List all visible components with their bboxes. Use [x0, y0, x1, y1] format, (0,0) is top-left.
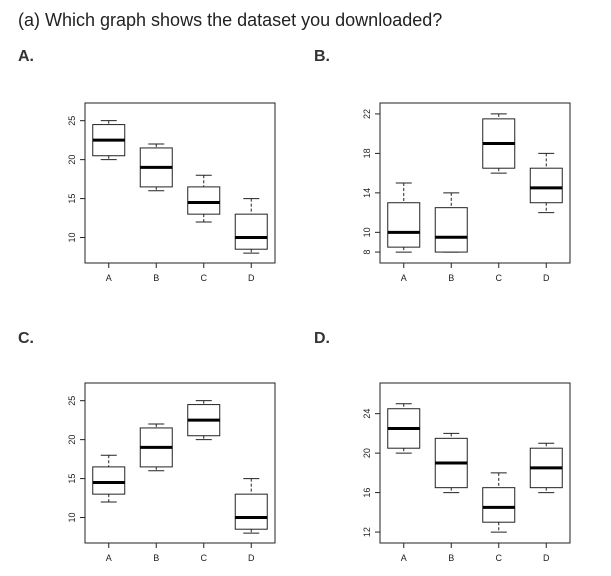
boxplot-option-d[interactable]: 12 16 20 24 A B C D [350, 375, 580, 575]
box-b [434, 192, 468, 253]
box-a [92, 120, 126, 161]
y-tick-label: 8 [362, 250, 372, 255]
y-tick-label: 20 [362, 448, 372, 458]
plot-frame [379, 382, 571, 544]
box-iqr [234, 493, 268, 530]
x-tick-label: D [543, 273, 550, 283]
x-tick-label: A [106, 273, 112, 283]
x-tick-label: B [448, 553, 454, 563]
box-iqr [234, 213, 268, 250]
y-tick-label: 25 [67, 116, 77, 126]
boxplot-option-c[interactable]: 10 15 20 25 A B C D [55, 375, 285, 575]
x-tick-label: D [248, 273, 255, 283]
x-tick-label: D [543, 553, 550, 563]
option-a-label[interactable]: A. [18, 48, 34, 65]
box-d [234, 478, 268, 534]
y-tick-label: 15 [67, 474, 77, 484]
y-tick-label: 18 [362, 148, 372, 158]
y-tick-label: 20 [67, 435, 77, 445]
y-tick-label: 10 [362, 227, 372, 237]
x-tick-label: A [106, 553, 112, 563]
box-a [92, 454, 126, 503]
x-tick-label: C [496, 553, 503, 563]
x-tick-label: A [401, 273, 407, 283]
plot-frame [84, 102, 276, 264]
y-tick-label: 15 [67, 194, 77, 204]
x-tick-label: C [496, 273, 503, 283]
y-tick-label: 22 [362, 109, 372, 119]
box-b [139, 423, 173, 472]
y-tick-label: 16 [362, 488, 372, 498]
box-iqr [482, 487, 516, 523]
x-tick-label: B [153, 553, 159, 563]
box-b [434, 432, 468, 494]
y-tick-label: 12 [362, 527, 372, 537]
option-d-label[interactable]: D. [314, 330, 330, 347]
box-d [529, 152, 563, 214]
y-tick-label: 10 [67, 513, 77, 523]
box-iqr [434, 207, 468, 253]
box-d [234, 198, 268, 254]
x-tick-label: C [201, 273, 208, 283]
x-tick-label: B [153, 273, 159, 283]
option-c-label[interactable]: C. [18, 330, 34, 347]
box-d [529, 442, 563, 494]
plot-frame [379, 102, 571, 264]
plot-frame [84, 382, 276, 544]
y-tick-label: 10 [67, 233, 77, 243]
x-tick-label: B [448, 273, 454, 283]
box-iqr [92, 466, 126, 495]
box-a [387, 403, 421, 454]
box-c [187, 400, 221, 441]
box-a [387, 182, 421, 253]
box-c [482, 472, 516, 533]
box-b [139, 143, 173, 192]
box-c [482, 113, 516, 174]
y-tick-label: 24 [362, 409, 372, 419]
x-tick-label: D [248, 553, 255, 563]
y-tick-label: 14 [362, 188, 372, 198]
y-tick-label: 20 [67, 155, 77, 165]
boxplot-option-b[interactable]: 8 10 14 18 22 A B C D [350, 95, 580, 295]
y-tick-label: 25 [67, 396, 77, 406]
x-tick-label: C [201, 553, 208, 563]
boxplot-option-a[interactable]: 10 15 20 25 A B C D [55, 95, 285, 295]
box-iqr [529, 167, 563, 204]
box-iqr [387, 202, 421, 248]
box-c [187, 174, 221, 223]
option-b-label[interactable]: B. [314, 48, 330, 65]
box-iqr [187, 186, 221, 215]
question-text: (a) Which graph shows the dataset you do… [18, 10, 443, 30]
x-tick-label: A [401, 553, 407, 563]
